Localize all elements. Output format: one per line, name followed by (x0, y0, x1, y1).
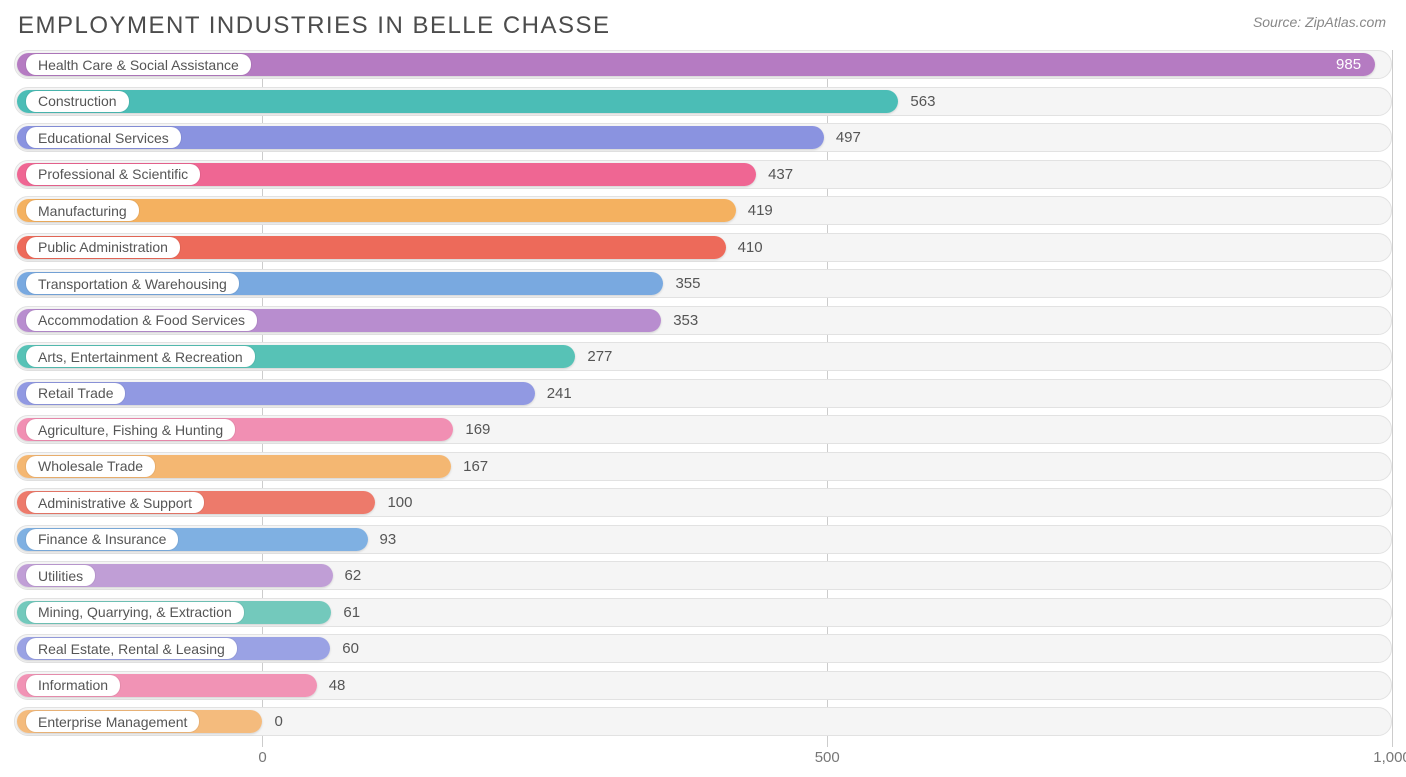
bar-fill (17, 90, 898, 113)
bar-row: Professional & Scientific 437 (14, 160, 1392, 189)
bar-label: Educational Services (26, 127, 181, 148)
chart-title: EMPLOYMENT INDUSTRIES IN BELLE CHASSE (18, 12, 611, 40)
bar-value: 563 (910, 87, 935, 116)
bar-label: Mining, Quarrying, & Extraction (26, 602, 244, 623)
bar-value: 48 (329, 671, 346, 700)
bar-label: Accommodation & Food Services (26, 310, 257, 331)
chart-plot-area: Health Care & Social Assistance 985 Constr… (14, 50, 1392, 747)
bar-label: Agriculture, Fishing & Hunting (26, 419, 235, 440)
bar-value: 985 (1336, 50, 1361, 79)
bar-row: Health Care & Social Assistance 985 (14, 50, 1392, 79)
x-axis-labels: 05001,000 (14, 749, 1392, 769)
bar-value: 437 (768, 160, 793, 189)
grid-line (1392, 50, 1393, 747)
bar-value: 100 (387, 488, 412, 517)
bar-value: 410 (738, 233, 763, 262)
bar-row: Mining, Quarrying, & Extraction 61 (14, 598, 1392, 627)
bar-label: Finance & Insurance (26, 529, 178, 550)
bar-value: 355 (675, 269, 700, 298)
source-attribution: Source: ZipAtlas.com (1253, 14, 1386, 30)
bar-value: 62 (345, 561, 362, 590)
bar-label: Construction (26, 91, 129, 112)
bar-label: Information (26, 675, 120, 696)
x-axis-tick-label: 0 (258, 749, 266, 766)
bar-label: Arts, Entertainment & Recreation (26, 346, 255, 367)
bar-label: Real Estate, Rental & Leasing (26, 638, 237, 659)
bar-label: Transportation & Warehousing (26, 273, 239, 294)
bar-label: Public Administration (26, 237, 180, 258)
bar-label: Administrative & Support (26, 492, 204, 513)
x-axis-tick-label: 500 (815, 749, 840, 766)
bar-value: 353 (673, 306, 698, 335)
bar-row: Accommodation & Food Services 353 (14, 306, 1392, 335)
bar-row: Construction 563 (14, 87, 1392, 116)
bar-value: 60 (342, 634, 359, 663)
bar-label: Utilities (26, 565, 95, 586)
bar-value: 93 (380, 525, 397, 554)
bar-row: Arts, Entertainment & Recreation 277 (14, 342, 1392, 371)
bar-row: Public Administration 410 (14, 233, 1392, 262)
bar-row: Retail Trade 241 (14, 379, 1392, 408)
bar-value: 169 (465, 415, 490, 444)
bar-row: Educational Services 497 (14, 123, 1392, 152)
bar-label: Health Care & Social Assistance (26, 54, 251, 75)
bar-row: Enterprise Management 0 (14, 707, 1392, 736)
bar-value: 419 (748, 196, 773, 225)
bar-row: Manufacturing 419 (14, 196, 1392, 225)
bar-row: Wholesale Trade 167 (14, 452, 1392, 481)
bar-row: Administrative & Support 100 (14, 488, 1392, 517)
bar-row: Transportation & Warehousing 355 (14, 269, 1392, 298)
bar-value: 167 (463, 452, 488, 481)
bar-row: Real Estate, Rental & Leasing 60 (14, 634, 1392, 663)
bar-value: 241 (547, 379, 572, 408)
bar-label: Professional & Scientific (26, 164, 200, 185)
bar-label: Retail Trade (26, 383, 125, 404)
bar-value: 0 (274, 707, 282, 736)
bar-value: 61 (343, 598, 360, 627)
bar-value: 497 (836, 123, 861, 152)
bar-label: Wholesale Trade (26, 456, 155, 477)
bar-row: Agriculture, Fishing & Hunting 169 (14, 415, 1392, 444)
bar-label: Enterprise Management (26, 711, 199, 732)
bar-label: Manufacturing (26, 200, 139, 221)
bar-row: Finance & Insurance 93 (14, 525, 1392, 554)
x-axis-tick-label: 1,000 (1373, 749, 1406, 766)
bar-value: 277 (587, 342, 612, 371)
bar-row: Utilities 62 (14, 561, 1392, 590)
bar-row: Information 48 (14, 671, 1392, 700)
